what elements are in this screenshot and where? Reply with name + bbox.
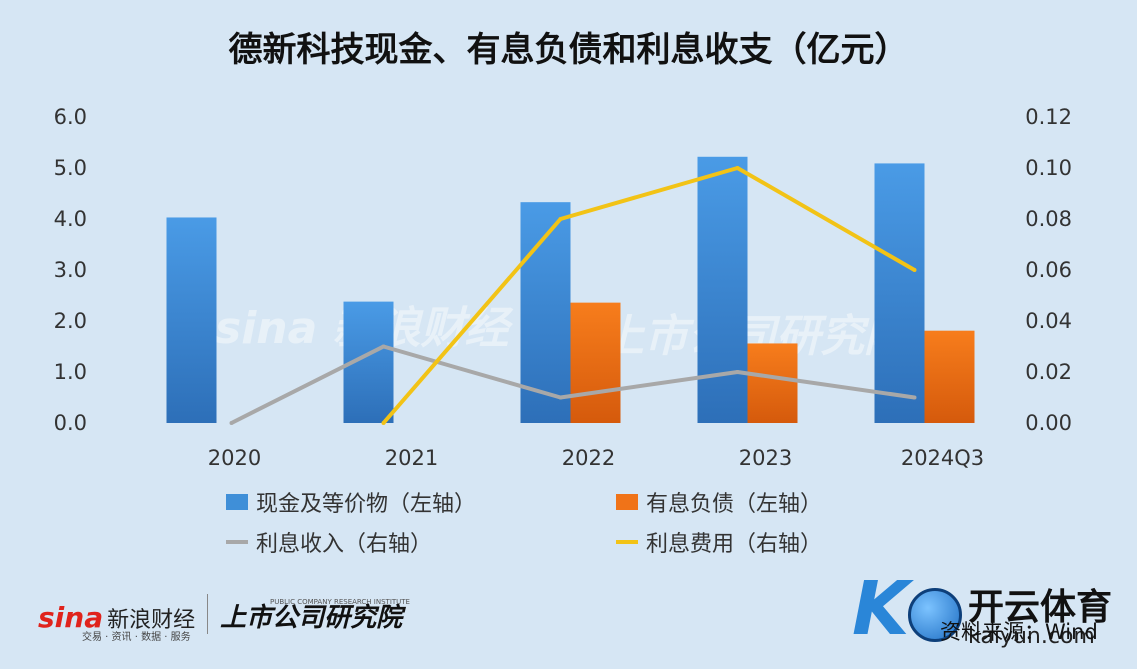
y-left-tick-label: 5.0 xyxy=(54,156,87,180)
legend-item-expense: 利息费用（右轴） xyxy=(616,526,822,558)
bar-debt xyxy=(747,343,798,423)
y-left-tick-label: 4.0 xyxy=(54,207,87,231)
institute-english: PUBLIC COMPANY RESEARCH INSTITUTE xyxy=(270,598,410,606)
point-interest-income xyxy=(735,370,740,374)
bar-debt xyxy=(924,330,975,423)
kaiyun-logo: K 开云体育 kaiyun.com xyxy=(852,566,1112,652)
data-source: 资料来源：Wind xyxy=(940,620,1098,644)
legend-swatch-cash xyxy=(226,494,248,510)
sina-logo: sina xyxy=(38,601,104,634)
x-tick-label: 2021 xyxy=(385,446,438,470)
legend-label-debt: 有息负债（左轴） xyxy=(646,492,823,517)
legend-item-cash: 现金及等价物（左轴） xyxy=(226,486,476,518)
y-right-tick-label: 0.08 xyxy=(1025,207,1072,231)
legend-label-cash: 现金及等价物（左轴） xyxy=(256,492,477,517)
x-tick-label: 2022 xyxy=(562,446,615,470)
y-right-tick-label: 0.12 xyxy=(1025,105,1072,129)
y-left-tick-label: 3.0 xyxy=(54,258,87,282)
y-right-tick-label: 0.02 xyxy=(1025,360,1072,384)
legend-swatch-expense xyxy=(616,540,638,544)
y-left-tick-label: 2.0 xyxy=(54,309,87,333)
bar-cash xyxy=(166,217,217,423)
chart-title: 德新科技现金、有息负债和利息收支（亿元） xyxy=(228,30,909,70)
x-tick-label: 2024Q3 xyxy=(901,446,984,470)
point-interest-income xyxy=(912,395,917,400)
legend-item-income: 利息收入（右轴） xyxy=(226,526,432,558)
point-interest-expense xyxy=(735,166,740,170)
point-interest-expense xyxy=(381,421,386,425)
legend-label-expense: 利息费用（右轴） xyxy=(646,532,823,557)
point-interest-income xyxy=(558,395,563,400)
point-interest-income xyxy=(381,344,386,349)
soccer-ball-icon xyxy=(908,588,962,642)
institute-logo: 上市公司研究院 xyxy=(220,603,403,633)
kaiyun-k-icon: K xyxy=(852,566,910,652)
sina-tagline: 交易 · 资讯 · 数据 · 服务 xyxy=(82,632,191,643)
sina-name: 新浪财经 xyxy=(107,608,196,633)
y-right-tick-label: 0.04 xyxy=(1025,309,1072,333)
bar-cash xyxy=(697,156,748,423)
point-interest-income xyxy=(229,421,234,425)
x-tick-label: 2023 xyxy=(739,446,792,470)
y-left-tick-label: 0.0 xyxy=(54,411,87,435)
line-interest-expense xyxy=(381,166,916,425)
legend-item-debt: 有息负债（左轴） xyxy=(616,486,822,518)
y-left-tick-label: 1.0 xyxy=(54,360,87,384)
footer-brand: sina 新浪财经 交易 · 资讯 · 数据 · 服务 上市公司研究院 PUBL… xyxy=(38,594,410,643)
y-right-tick-label: 0.06 xyxy=(1025,258,1072,282)
kaiyun-name: 开云体育 xyxy=(968,587,1113,628)
legend-swatch-debt xyxy=(616,494,638,510)
point-interest-expense xyxy=(558,217,563,221)
legend-label-income: 利息收入（右轴） xyxy=(256,532,433,557)
y-right-tick-label: 0.00 xyxy=(1025,411,1072,435)
footer-divider xyxy=(207,594,209,634)
y-left-tick-label: 6.0 xyxy=(54,105,87,129)
point-interest-expense xyxy=(912,268,917,272)
bar-cash xyxy=(874,163,925,423)
y-right-tick-label: 0.10 xyxy=(1025,156,1072,180)
kaiyun-url: kaiyun.com xyxy=(968,624,1095,649)
legend-swatch-income xyxy=(226,540,248,544)
bar-debt xyxy=(570,302,621,423)
x-tick-label: 2020 xyxy=(208,446,261,470)
